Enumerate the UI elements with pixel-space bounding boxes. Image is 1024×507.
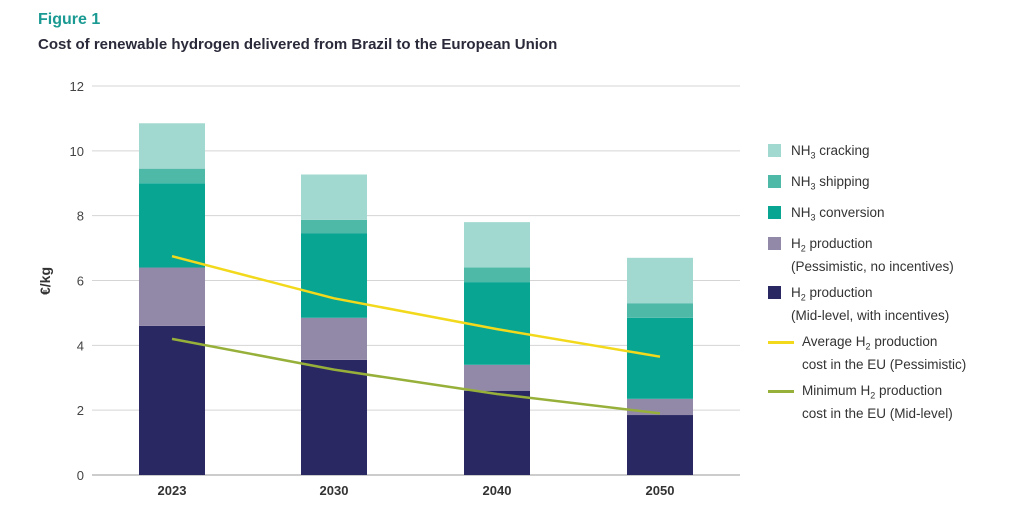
- bar-2023-series-2: [139, 183, 205, 268]
- bar-2040-series-0: [464, 390, 530, 475]
- legend-item-0: NH3 cracking: [768, 142, 870, 165]
- bar-2030-series-3: [301, 219, 367, 234]
- legend-item-2: NH3 conversion: [768, 204, 885, 227]
- legend-swatch-0: [768, 144, 781, 157]
- figure-title: Cost of renewable hydrogen delivered fro…: [38, 36, 558, 53]
- bar-2040-series-2: [464, 282, 530, 365]
- bar-2030-series-4: [301, 174, 367, 220]
- legend-item-4: H2 production (Mid-level, with incentives…: [768, 284, 949, 324]
- y-tick-8: 8: [77, 209, 84, 224]
- legend-item-3: H2 production (Pessimistic, no incentives…: [768, 235, 954, 275]
- x-tick-2023: 2023: [158, 483, 187, 498]
- legend-swatch-5: [768, 341, 794, 344]
- y-tick-12: 12: [70, 79, 84, 94]
- legend-item-6: Minimum H2 production cost in the EU (Mid…: [768, 382, 953, 422]
- bar-2030-series-2: [301, 233, 367, 318]
- bar-2040-series-4: [464, 222, 530, 268]
- bar-2050-series-0: [627, 415, 693, 475]
- bar-2040-series-3: [464, 267, 530, 283]
- y-tick-4: 4: [77, 338, 84, 353]
- bar-2050-series-2: [627, 317, 693, 399]
- cost-lines: [171, 254, 661, 415]
- x-tick-2030: 2030: [320, 483, 349, 498]
- line-series-0: [171, 254, 661, 358]
- legend-item-1: NH3 shipping: [768, 173, 870, 196]
- legend-swatch-1: [768, 175, 781, 188]
- legend-swatch-6: [768, 390, 794, 393]
- legend-label-6: Minimum H2 production cost in the EU (Mid…: [802, 383, 953, 421]
- y-tick-2: 2: [77, 403, 84, 418]
- legend-swatch-4: [768, 286, 781, 299]
- bar-2023-series-0: [139, 325, 205, 475]
- x-axis-ticks: 2023 2030 2040 2050: [158, 483, 675, 498]
- legend-label-3: H2 production (Pessimistic, no incentives…: [791, 236, 954, 274]
- y-tick-10: 10: [70, 144, 84, 159]
- bar-2030-series-1: [301, 317, 367, 360]
- bar-2050-series-3: [627, 303, 693, 318]
- legend-swatch-3: [768, 237, 781, 250]
- y-tick-6: 6: [77, 274, 84, 289]
- line-series-1: [171, 337, 661, 415]
- bar-2040-series-1: [464, 364, 530, 391]
- y-axis-ticks: 0 2 4 6 8 10 12: [70, 79, 84, 483]
- legend-label-1: NH3 shipping: [791, 174, 870, 192]
- figure-label: Figure 1: [38, 11, 101, 28]
- y-axis-label: €/kg: [37, 267, 53, 295]
- legend-label-4: H2 production (Mid-level, with incentives…: [791, 285, 950, 323]
- y-tick-0: 0: [77, 468, 84, 483]
- legend-item-5: Average H2 production cost in the EU (Pes…: [768, 333, 966, 373]
- x-tick-2050: 2050: [646, 483, 675, 498]
- bar-2050-series-4: [627, 257, 693, 304]
- bar-2030-series-0: [301, 359, 367, 475]
- x-tick-2040: 2040: [483, 483, 512, 498]
- legend-swatch-2: [768, 206, 781, 219]
- bar-2023-series-4: [139, 123, 205, 169]
- bars: [139, 123, 693, 475]
- bar-2023-series-3: [139, 168, 205, 184]
- legend-label-5: Average H2 production cost in the EU (Pes…: [802, 334, 967, 372]
- legend-label-2: NH3 conversion: [791, 205, 885, 223]
- bar-2023-series-1: [139, 267, 205, 326]
- legend-label-0: NH3 cracking: [791, 143, 870, 161]
